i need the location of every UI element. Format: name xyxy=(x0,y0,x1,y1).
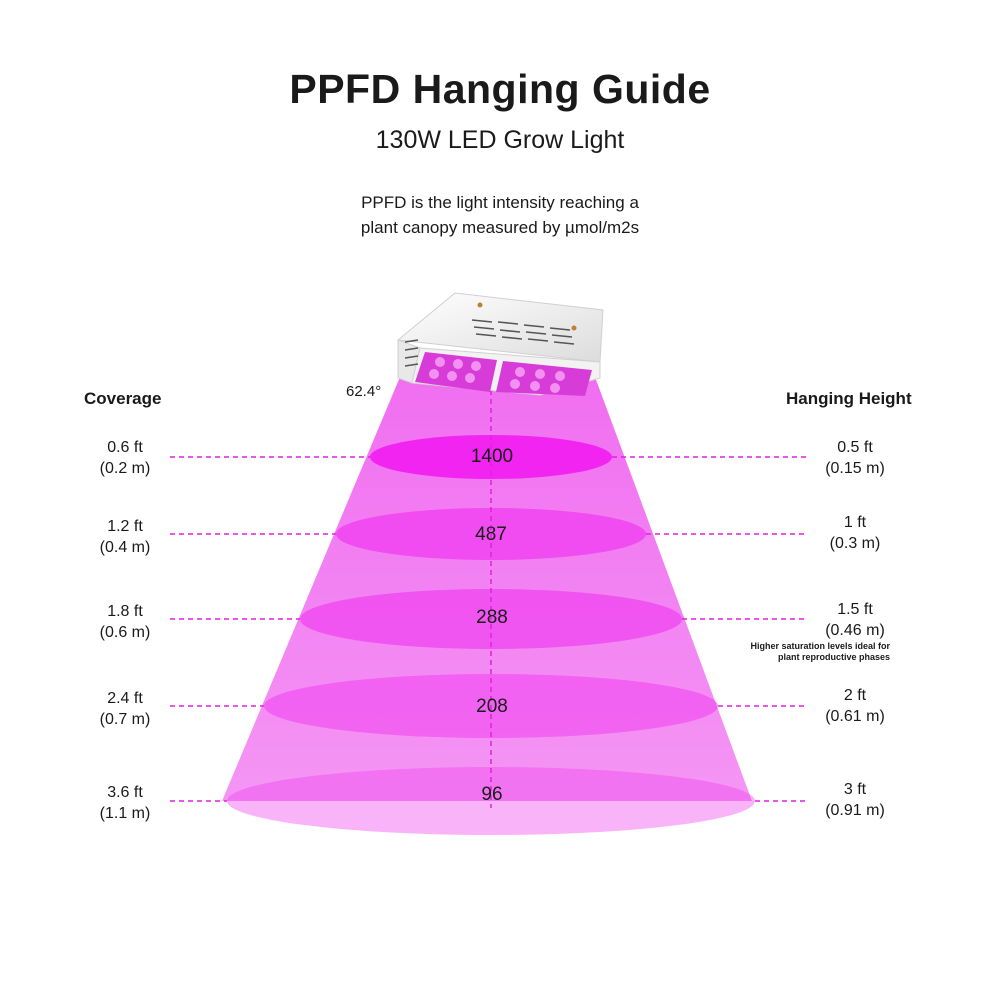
height-m: (0.15 m) xyxy=(825,460,885,477)
height-m: (0.46 m) xyxy=(825,622,885,639)
coverage-ft: 0.6 ft xyxy=(107,439,143,456)
ppfd-value: 208 xyxy=(476,696,508,717)
ppfd-value: 487 xyxy=(475,524,507,545)
hanging-height-heading: Hanging Height xyxy=(786,389,912,408)
coverage-m: (0.7 m) xyxy=(99,711,151,728)
height-ft: 1 ft xyxy=(843,514,867,531)
coverage-ft: 2.4 ft xyxy=(107,690,143,707)
coverage-m: (1.1 m) xyxy=(99,805,151,822)
page-title: PPFD Hanging Guide xyxy=(289,66,711,112)
coverage-label: 2.4 ft (0.7 m) xyxy=(65,688,185,730)
coverage-ft: 1.8 ft xyxy=(107,603,143,620)
height-m: (0.3 m) xyxy=(829,535,881,552)
saturation-note: Higher saturation levels ideal for plant… xyxy=(700,641,890,663)
coverage-label: 0.6 ft (0.2 m) xyxy=(65,437,185,479)
hanging-height-label: 1.5 ft (0.46 m) xyxy=(795,599,915,641)
coverage-m: (0.4 m) xyxy=(99,539,151,556)
coverage-m: (0.6 m) xyxy=(99,624,151,641)
height-ft: 2 ft xyxy=(843,687,867,704)
description-line-1: PPFD is the light intensity reaching a xyxy=(361,193,639,212)
ppfd-value: 288 xyxy=(476,607,508,628)
hanging-height-label: 0.5 ft (0.15 m) xyxy=(795,437,915,479)
note-line-2: plant reproductive phases xyxy=(777,652,890,662)
description-line-2: plant canopy measured by µmol/m2s xyxy=(360,218,640,237)
coverage-m: (0.2 m) xyxy=(99,460,151,477)
height-ft: 0.5 ft xyxy=(837,439,873,456)
hanging-height-label: 3 ft (0.91 m) xyxy=(795,779,915,821)
height-ft: 3 ft xyxy=(843,781,867,798)
height-m: (0.91 m) xyxy=(825,802,885,819)
coverage-label: 1.2 ft (0.4 m) xyxy=(65,516,185,558)
ppfd-value: 96 xyxy=(481,784,503,805)
coverage-label: 1.8 ft (0.6 m) xyxy=(65,601,185,643)
coverage-ring-5 xyxy=(227,767,755,835)
coverage-ft: 1.2 ft xyxy=(107,518,143,535)
guide-lines xyxy=(170,456,808,802)
coverage-label: 3.6 ft (1.1 m) xyxy=(65,782,185,824)
page-subtitle: 130W LED Grow Light xyxy=(375,126,625,154)
beam-angle-label: 62.4° xyxy=(346,383,382,400)
height-m: (0.61 m) xyxy=(825,708,885,725)
height-ft: 1.5 ft xyxy=(837,601,873,618)
hanging-height-label: 2 ft (0.61 m) xyxy=(795,685,915,727)
coverage-ft: 3.6 ft xyxy=(107,784,143,801)
hanging-height-label: 1 ft (0.3 m) xyxy=(795,512,915,554)
description: PPFD is the light intensity reaching a p… xyxy=(250,190,750,240)
fixture-top xyxy=(396,292,604,363)
ppfd-value: 1400 xyxy=(470,446,514,467)
note-line-1: Higher saturation levels ideal for xyxy=(750,641,890,651)
grow-light-fixture xyxy=(396,292,604,396)
coverage-heading: Coverage xyxy=(84,389,162,408)
